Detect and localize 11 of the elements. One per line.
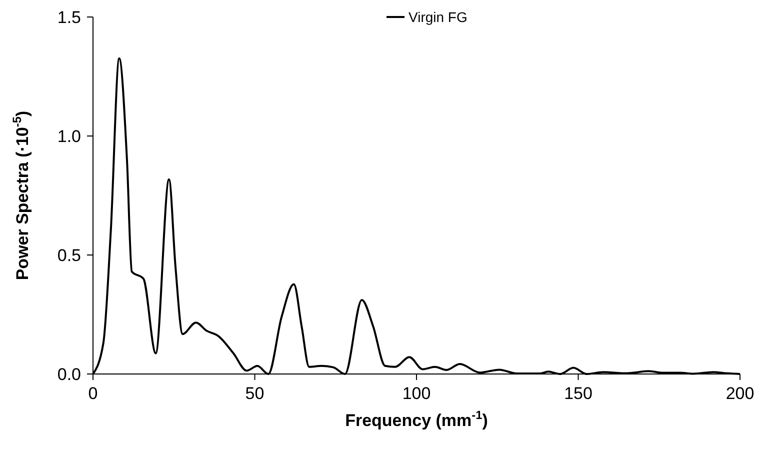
x-tick-label: 150 xyxy=(564,384,592,403)
y-tick-label: 1.0 xyxy=(57,127,81,146)
y-tick-label: 0.5 xyxy=(57,246,81,265)
x-tick-label: 50 xyxy=(245,384,264,403)
x-tick-label: 0 xyxy=(88,384,98,403)
x-tick-label: 200 xyxy=(726,384,754,403)
y-tick-label: 1.5 xyxy=(57,8,81,27)
legend-label: Virgin FG xyxy=(408,9,468,25)
y-tick-label: 0.0 xyxy=(57,365,81,384)
x-axis-title: Frequency (mm$^{-1}$) xyxy=(345,408,488,430)
x-tick-label: 100 xyxy=(402,384,431,403)
